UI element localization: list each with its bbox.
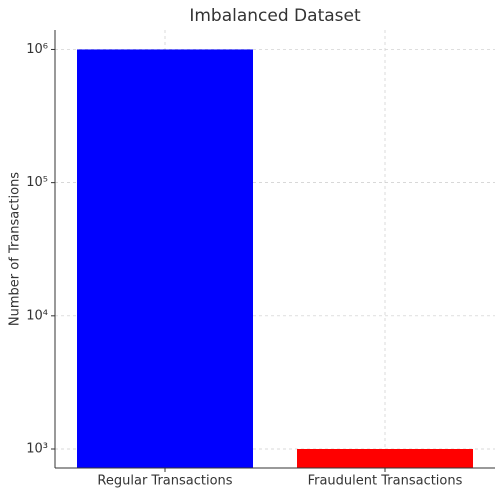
bar: [77, 49, 253, 469]
x-tick-label: Regular Transactions: [97, 474, 232, 489]
bar: [297, 448, 473, 468]
y-tick-label: 10⁴: [26, 308, 48, 323]
y-axis-label: Number of Transactions: [8, 172, 23, 326]
y-tick-label: 10⁵: [26, 175, 48, 190]
x-tick-label: Fraudulent Transactions: [308, 474, 463, 489]
y-tick-label: 10⁶: [26, 42, 48, 57]
y-tick-label: 10³: [26, 441, 48, 456]
chart-title: Imbalanced Dataset: [189, 6, 361, 26]
